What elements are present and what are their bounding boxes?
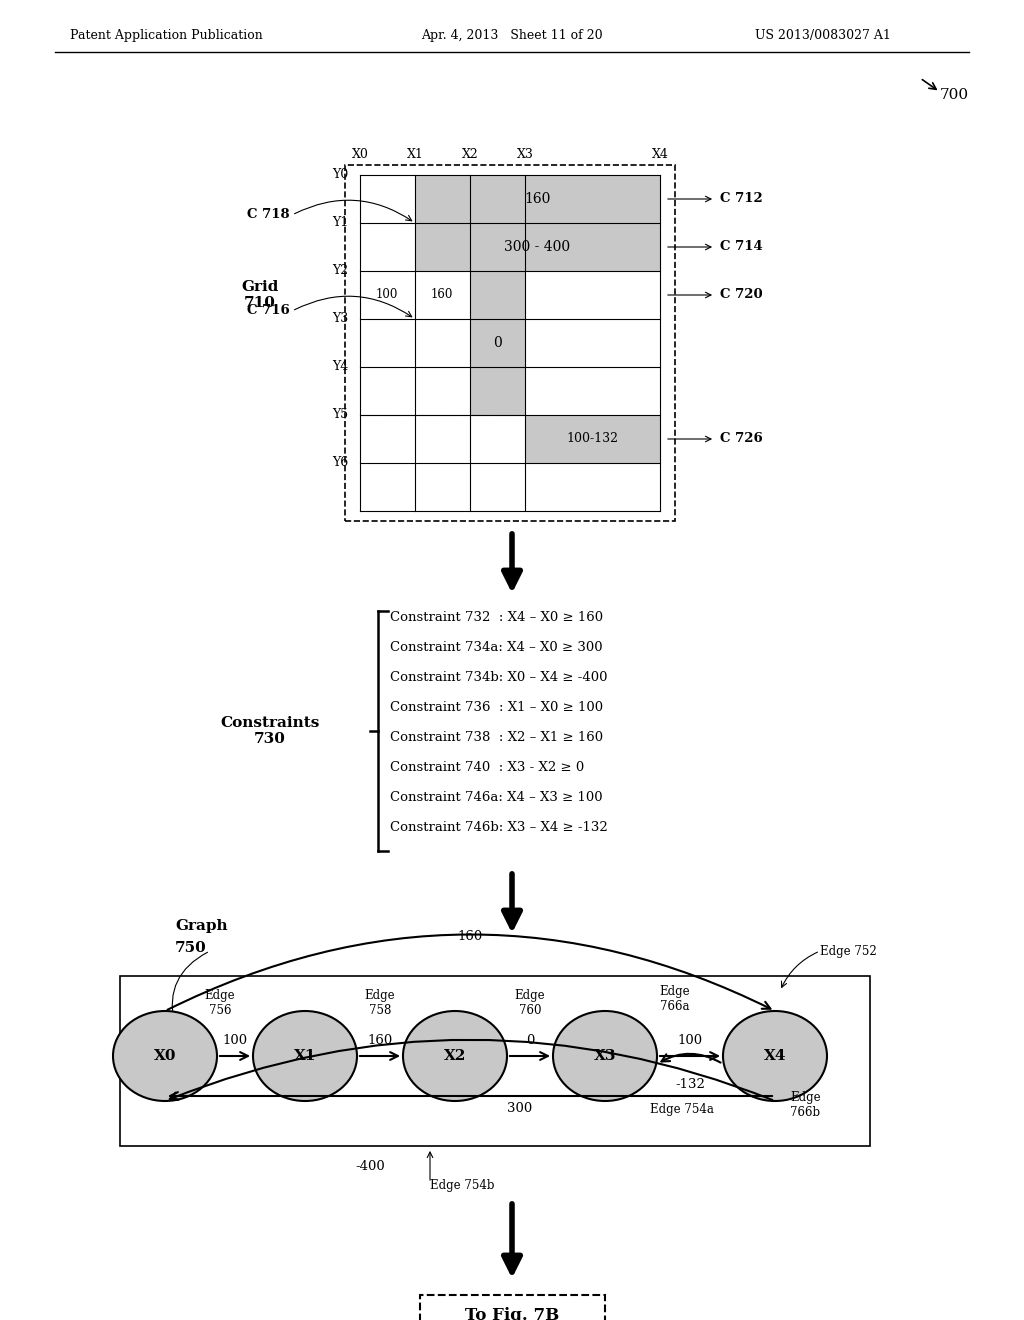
- Bar: [120, 975, 870, 1146]
- Ellipse shape: [553, 1011, 657, 1101]
- Text: Constraint 746a: X4 – X3 ≥ 100: Constraint 746a: X4 – X3 ≥ 100: [390, 791, 603, 804]
- Text: 300: 300: [507, 1102, 532, 1115]
- Text: 766a: 766a: [660, 999, 690, 1012]
- Text: 100: 100: [222, 1035, 248, 1048]
- Text: -400: -400: [355, 1159, 385, 1172]
- Bar: [415, 223, 660, 271]
- Text: X0: X0: [154, 1049, 176, 1063]
- Text: 300 - 400: 300 - 400: [505, 240, 570, 253]
- Text: Graph: Graph: [175, 919, 227, 933]
- Bar: [345, 165, 675, 521]
- Text: Y6: Y6: [332, 457, 348, 470]
- Text: US 2013/0083027 A1: US 2013/0083027 A1: [755, 29, 891, 41]
- Text: Edge: Edge: [365, 990, 395, 1002]
- Text: 756: 756: [209, 1005, 231, 1018]
- Text: Edge 754a: Edge 754a: [650, 1102, 714, 1115]
- Text: 100-132: 100-132: [566, 433, 618, 446]
- Text: X4: X4: [651, 149, 669, 161]
- Text: Constraint 736  : X1 – X0 ≥ 100: Constraint 736 : X1 – X0 ≥ 100: [390, 701, 603, 714]
- Text: Constraint 734a: X4 – X0 ≥ 300: Constraint 734a: X4 – X0 ≥ 300: [390, 642, 603, 653]
- Text: To Fig. 7B: To Fig. 7B: [465, 1308, 559, 1320]
- Text: Constraints
730: Constraints 730: [220, 715, 319, 746]
- Text: C 712: C 712: [720, 193, 763, 206]
- Text: C 714: C 714: [720, 240, 763, 253]
- Text: Y1: Y1: [332, 216, 348, 230]
- Text: Y3: Y3: [332, 313, 348, 326]
- Text: C 716: C 716: [247, 305, 290, 318]
- Bar: [525, 414, 660, 463]
- Text: X3: X3: [594, 1049, 616, 1063]
- Text: Constraint 740  : X3 - X2 ≥ 0: Constraint 740 : X3 - X2 ≥ 0: [390, 762, 585, 774]
- Text: Edge 754b: Edge 754b: [430, 1180, 495, 1192]
- Text: Y4: Y4: [332, 360, 348, 374]
- Bar: [420, 1295, 604, 1320]
- Text: 160: 160: [368, 1035, 392, 1048]
- Text: X2: X2: [443, 1049, 466, 1063]
- Bar: [470, 271, 525, 414]
- Text: Constraint 738  : X2 – X1 ≥ 160: Constraint 738 : X2 – X1 ≥ 160: [390, 731, 603, 744]
- Text: X1: X1: [407, 149, 424, 161]
- Text: X2: X2: [462, 149, 478, 161]
- Ellipse shape: [723, 1011, 827, 1101]
- Text: 760: 760: [519, 1005, 542, 1018]
- Text: Y2: Y2: [332, 264, 348, 277]
- Text: Edge: Edge: [515, 990, 546, 1002]
- Text: C 720: C 720: [720, 289, 763, 301]
- Bar: [415, 176, 660, 223]
- Text: 766b: 766b: [790, 1106, 820, 1119]
- Text: Y5: Y5: [332, 408, 348, 421]
- Text: Y0: Y0: [332, 169, 348, 181]
- Text: Edge: Edge: [205, 990, 236, 1002]
- Text: Grid
710: Grid 710: [242, 280, 279, 310]
- Text: 700: 700: [940, 88, 969, 102]
- Text: C 726: C 726: [720, 433, 763, 446]
- Text: Edge: Edge: [790, 1092, 820, 1105]
- Ellipse shape: [113, 1011, 217, 1101]
- Text: 0: 0: [525, 1035, 535, 1048]
- Text: Constraint 734b: X0 – X4 ≥ -400: Constraint 734b: X0 – X4 ≥ -400: [390, 671, 607, 684]
- Text: 160: 160: [458, 929, 482, 942]
- Text: C 718: C 718: [248, 209, 290, 222]
- Ellipse shape: [253, 1011, 357, 1101]
- Text: -132: -132: [675, 1077, 705, 1090]
- Text: 750: 750: [175, 941, 207, 954]
- Text: 100: 100: [376, 289, 398, 301]
- Text: X0: X0: [351, 149, 369, 161]
- Text: 758: 758: [369, 1005, 391, 1018]
- Text: Constraint 732  : X4 – X0 ≥ 160: Constraint 732 : X4 – X0 ≥ 160: [390, 611, 603, 624]
- Text: 0: 0: [494, 337, 502, 350]
- Text: X1: X1: [294, 1049, 316, 1063]
- Text: Patent Application Publication: Patent Application Publication: [70, 29, 263, 41]
- Text: 160: 160: [524, 191, 551, 206]
- Ellipse shape: [403, 1011, 507, 1101]
- Text: 100: 100: [678, 1035, 702, 1048]
- Text: 160: 160: [431, 289, 454, 301]
- Text: Constraint 746b: X3 – X4 ≥ -132: Constraint 746b: X3 – X4 ≥ -132: [390, 821, 608, 834]
- Text: X4: X4: [764, 1049, 786, 1063]
- Text: Edge 752: Edge 752: [820, 945, 877, 957]
- Text: X3: X3: [516, 149, 534, 161]
- Text: Edge: Edge: [659, 985, 690, 998]
- Text: Apr. 4, 2013   Sheet 11 of 20: Apr. 4, 2013 Sheet 11 of 20: [421, 29, 603, 41]
